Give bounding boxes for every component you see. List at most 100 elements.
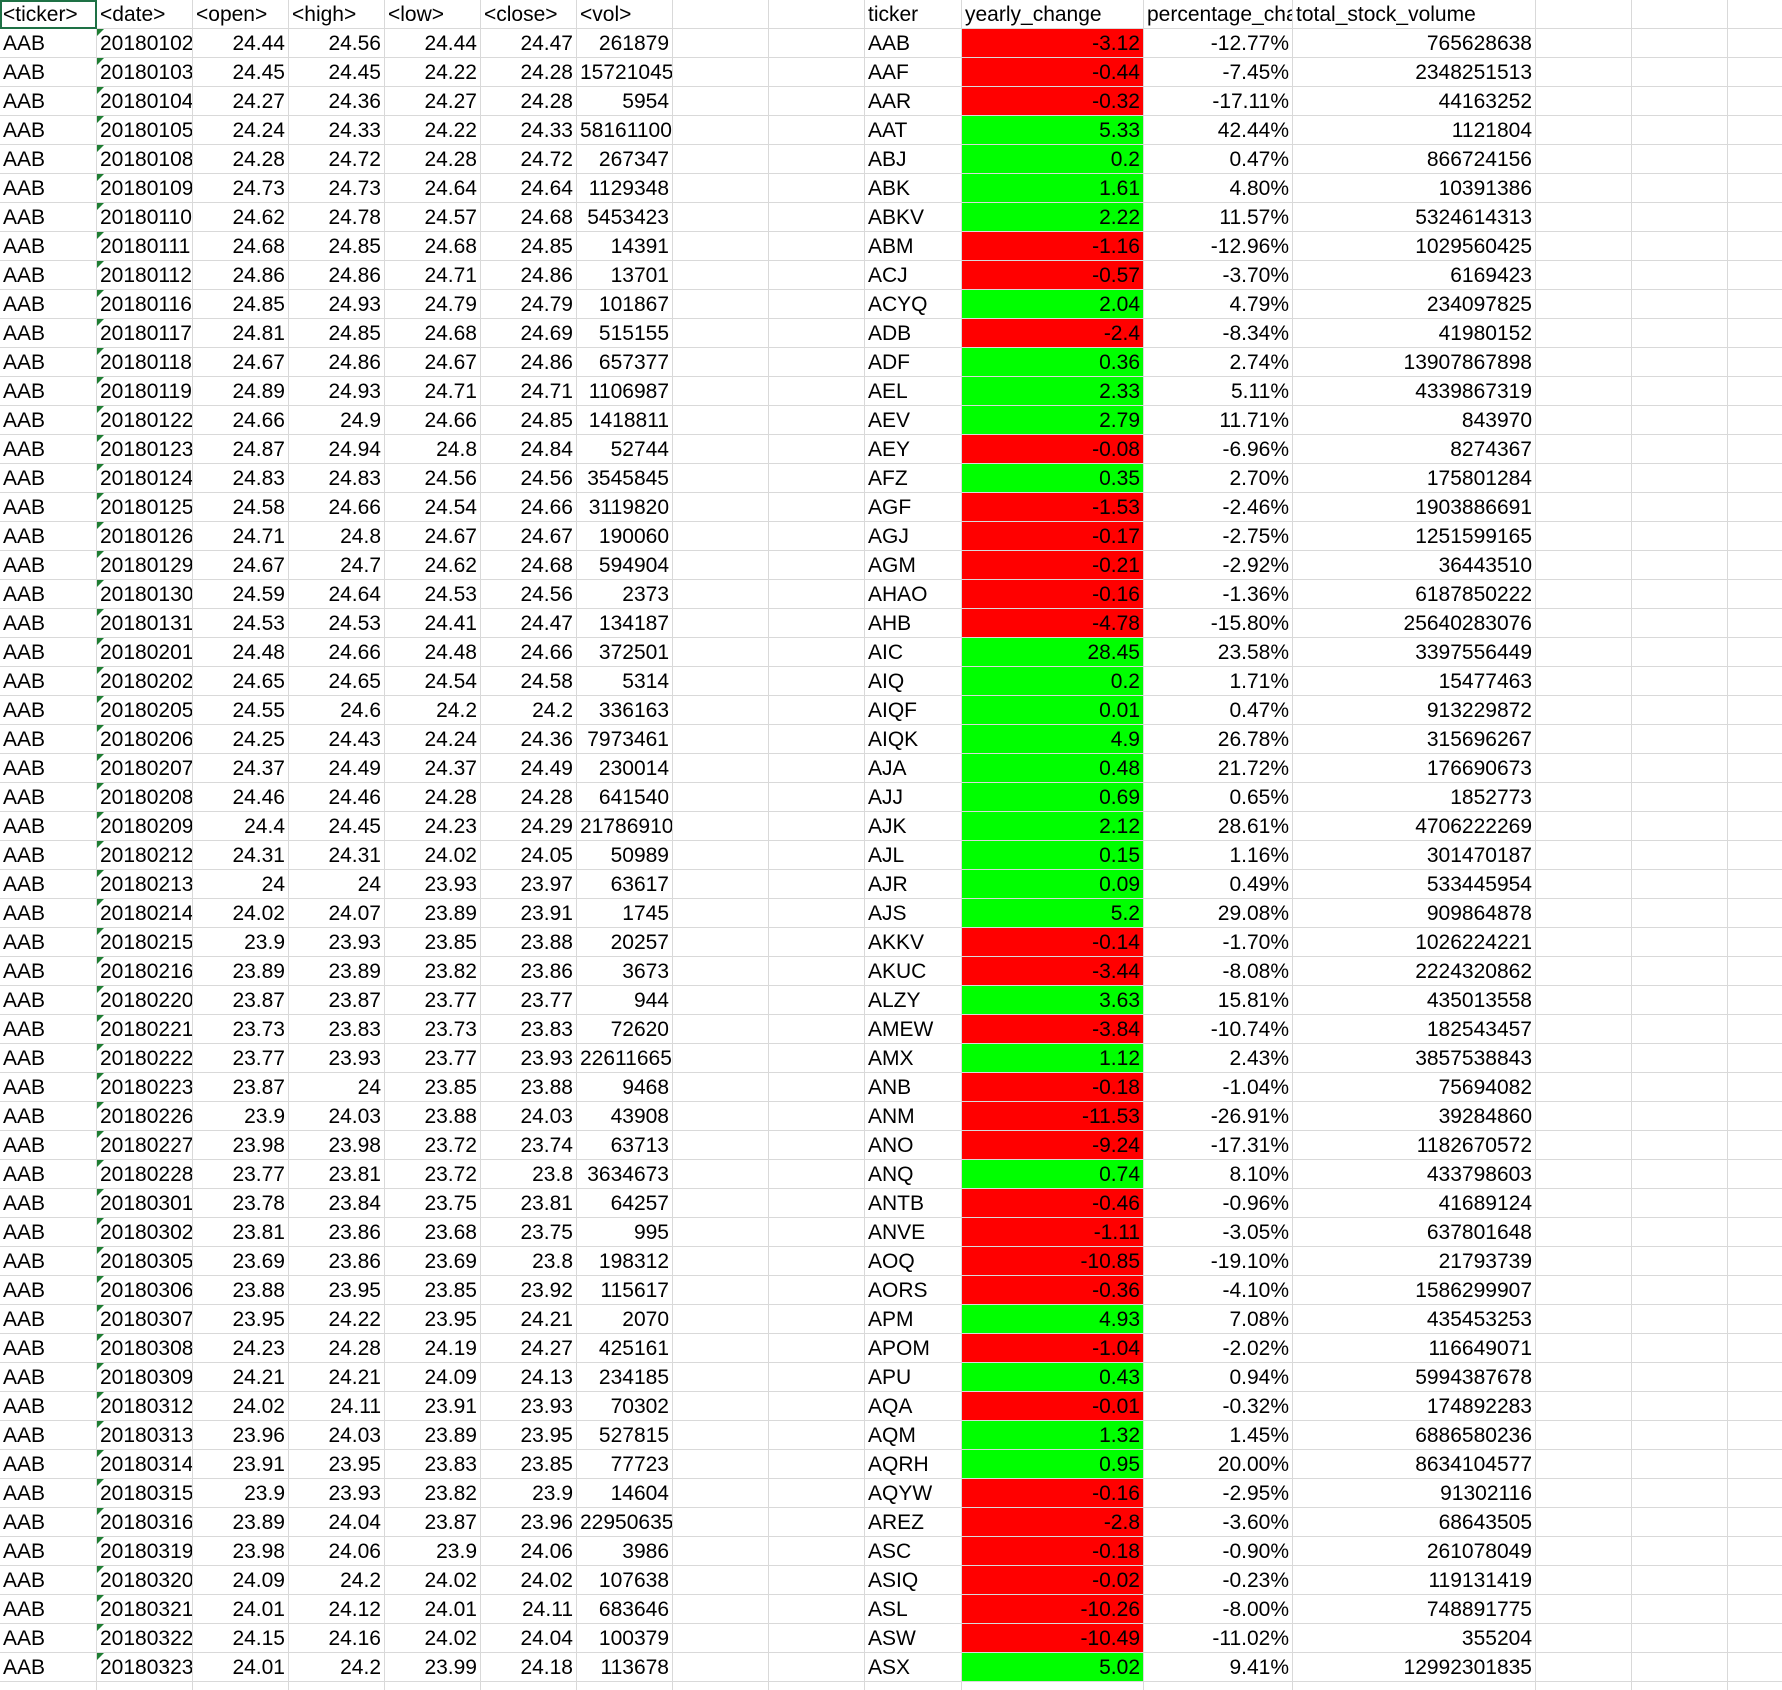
empty-cell[interactable] [673, 1218, 769, 1247]
date-cell[interactable]: 20180119 [97, 377, 193, 406]
empty-cell[interactable] [1536, 1421, 1632, 1450]
value-cell[interactable]: 1418811 [577, 406, 673, 435]
value-cell[interactable]: 23.88 [481, 1073, 577, 1102]
percentage-change-cell[interactable]: 7.08% [1144, 1305, 1293, 1334]
value-cell[interactable]: 24.56 [385, 464, 481, 493]
empty-cell[interactable] [1728, 754, 1782, 783]
value-cell[interactable]: 24.28 [289, 1334, 385, 1363]
ticker-cell[interactable]: AAB [0, 232, 97, 261]
total-volume-cell[interactable]: 315696267 [1293, 725, 1536, 754]
percentage-change-cell[interactable]: -10.74% [1144, 1015, 1293, 1044]
yearly-change-cell[interactable]: -3.84 [962, 1015, 1144, 1044]
empty-cell[interactable] [1536, 58, 1632, 87]
ticker-cell[interactable]: AAB [0, 609, 97, 638]
column-header-cell[interactable]: ticker [865, 0, 962, 29]
value-cell[interactable]: 24.86 [193, 261, 289, 290]
date-cell[interactable]: 20180216 [97, 957, 193, 986]
value-cell[interactable]: 23.81 [481, 1189, 577, 1218]
empty-cell[interactable] [1536, 290, 1632, 319]
total-volume-cell[interactable]: 261078049 [1293, 1537, 1536, 1566]
value-cell[interactable]: 63617 [577, 870, 673, 899]
value-cell[interactable]: 657377 [577, 348, 673, 377]
empty-cell[interactable] [1728, 1218, 1782, 1247]
empty-cell[interactable] [1536, 551, 1632, 580]
value-cell[interactable]: 20257 [577, 928, 673, 957]
empty-cell[interactable] [1536, 261, 1632, 290]
date-cell[interactable]: 20180314 [97, 1450, 193, 1479]
value-cell[interactable]: 24.6 [289, 696, 385, 725]
ticker-cell[interactable]: AAB [0, 203, 97, 232]
total-volume-cell[interactable]: 39284860 [1293, 1102, 1536, 1131]
percentage-change-cell[interactable]: 20.00% [1144, 1450, 1293, 1479]
summary-ticker-cell[interactable]: AAR [865, 87, 962, 116]
value-cell[interactable]: 23.9 [481, 1479, 577, 1508]
empty-cell[interactable] [1728, 1653, 1782, 1682]
yearly-change-cell[interactable]: 1.12 [962, 1044, 1144, 1073]
value-cell[interactable]: 13701 [577, 261, 673, 290]
summary-ticker-cell[interactable]: AEL [865, 377, 962, 406]
empty-cell[interactable] [769, 638, 865, 667]
empty-cell[interactable] [769, 1015, 865, 1044]
date-cell[interactable]: 20180220 [97, 986, 193, 1015]
ticker-cell[interactable]: AAB [0, 493, 97, 522]
value-cell[interactable]: 24.65 [193, 667, 289, 696]
value-cell[interactable]: 23.81 [193, 1218, 289, 1247]
empty-cell[interactable] [769, 1189, 865, 1218]
date-cell[interactable]: 20180117 [97, 319, 193, 348]
empty-cell[interactable] [1728, 696, 1782, 725]
summary-ticker-cell[interactable]: ABK [865, 174, 962, 203]
empty-cell[interactable] [1632, 377, 1728, 406]
empty-cell[interactable] [673, 116, 769, 145]
yearly-change-cell[interactable]: -0.08 [962, 435, 1144, 464]
empty-cell[interactable] [1536, 986, 1632, 1015]
total-volume-cell[interactable]: 435013558 [1293, 986, 1536, 1015]
date-cell[interactable]: 20180307 [97, 1305, 193, 1334]
total-volume-cell[interactable]: 913229872 [1293, 696, 1536, 725]
empty-cell[interactable] [769, 1218, 865, 1247]
value-cell[interactable]: 24.67 [193, 348, 289, 377]
value-cell[interactable]: 23.95 [289, 1450, 385, 1479]
percentage-change-cell[interactable]: -26.91% [1144, 1102, 1293, 1131]
empty-cell[interactable] [1632, 1305, 1728, 1334]
date-cell[interactable]: 20180124 [97, 464, 193, 493]
empty-cell[interactable] [673, 464, 769, 493]
empty-cell[interactable] [1632, 1479, 1728, 1508]
column-header-cell[interactable]: <low> [385, 0, 481, 29]
total-volume-cell[interactable]: 5324614313 [1293, 203, 1536, 232]
empty-cell[interactable] [673, 1653, 769, 1682]
value-cell[interactable]: 5314 [577, 667, 673, 696]
value-cell[interactable]: 24.85 [193, 290, 289, 319]
percentage-change-cell[interactable]: 26.78% [1144, 725, 1293, 754]
empty-cell[interactable] [1536, 87, 1632, 116]
empty-cell[interactable] [1632, 783, 1728, 812]
ticker-cell[interactable]: AAB [0, 1044, 97, 1073]
value-cell[interactable]: 24.01 [193, 1595, 289, 1624]
empty-cell[interactable] [673, 1131, 769, 1160]
ticker-cell[interactable]: AAB [0, 58, 97, 87]
percentage-change-cell[interactable]: -17.11% [1144, 87, 1293, 116]
value-cell[interactable]: 24.53 [289, 609, 385, 638]
yearly-change-cell[interactable]: -0.36 [962, 1276, 1144, 1305]
empty-cell[interactable] [769, 1595, 865, 1624]
value-cell[interactable]: 5453423 [577, 203, 673, 232]
percentage-change-cell[interactable]: -0.90% [1144, 1537, 1293, 1566]
value-cell[interactable]: 23.75 [385, 1189, 481, 1218]
empty-cell[interactable] [673, 1450, 769, 1479]
summary-ticker-cell[interactable]: AKUC [865, 957, 962, 986]
yearly-change-cell[interactable]: 28.45 [962, 638, 1144, 667]
value-cell[interactable]: 23.93 [289, 1044, 385, 1073]
empty-cell[interactable] [673, 754, 769, 783]
empty-cell[interactable] [1632, 261, 1728, 290]
value-cell[interactable]: 24.02 [193, 1392, 289, 1421]
value-cell[interactable]: 23.8 [481, 1160, 577, 1189]
value-cell[interactable]: 24.31 [289, 841, 385, 870]
value-cell[interactable]: 23.85 [385, 1276, 481, 1305]
percentage-change-cell[interactable]: -1.36% [1144, 580, 1293, 609]
empty-cell[interactable] [1728, 1566, 1782, 1595]
empty-cell[interactable] [769, 1566, 865, 1595]
date-cell[interactable]: 20180323 [97, 1653, 193, 1682]
value-cell[interactable]: 24.67 [481, 522, 577, 551]
value-cell[interactable]: 24.59 [193, 580, 289, 609]
total-volume-cell[interactable]: 119131419 [1293, 1566, 1536, 1595]
value-cell[interactable]: 24.56 [481, 464, 577, 493]
